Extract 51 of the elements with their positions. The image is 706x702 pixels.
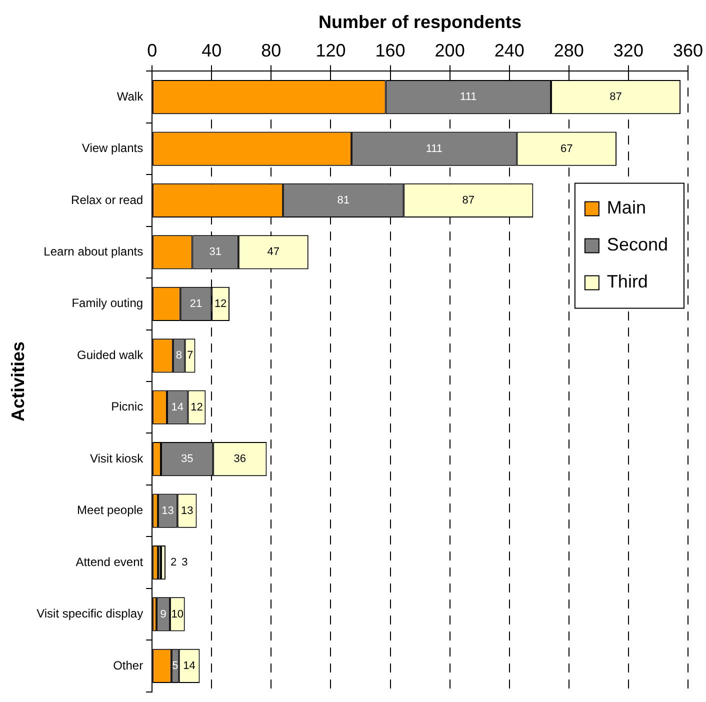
legend-label: Second	[606, 234, 668, 255]
data-label: 87	[462, 194, 475, 207]
x-tick-label: 0	[147, 40, 158, 60]
y-tick-label: Other	[113, 658, 144, 672]
data-label: 8	[176, 350, 182, 362]
x-tick-label: 80	[261, 40, 282, 60]
x-tick-label: 360	[672, 40, 704, 60]
data-label: 21	[190, 298, 202, 310]
x-tick-label: 160	[375, 40, 406, 60]
y-tick-label: Family outing	[72, 296, 144, 310]
data-label: 111	[460, 91, 477, 104]
x-axis-title: Number of respondents	[318, 12, 522, 32]
data-label: 87	[610, 91, 622, 104]
data-label: 9	[160, 608, 166, 620]
data-label: 111	[426, 142, 443, 155]
data-label: 14	[171, 401, 184, 414]
y-tick-label: Learn about plants	[44, 244, 144, 259]
y-tick-label: Guided walk	[77, 348, 144, 362]
data-label: 47	[267, 246, 280, 258]
data-label: 35	[180, 453, 194, 466]
data-label: 36	[234, 453, 246, 466]
x-tick-label: 120	[316, 40, 346, 60]
x-tick-label: 240	[494, 40, 524, 60]
y-tick-label: Meet people	[77, 503, 144, 518]
data-label: 67	[560, 142, 573, 155]
y-tick-label: Relax or read	[71, 192, 144, 207]
legend-label: Third	[606, 272, 648, 292]
x-tick-label: 200	[434, 40, 465, 60]
data-label: 2	[170, 556, 177, 569]
y-tick-label: Visit specific display	[36, 606, 144, 621]
data-label: 10	[171, 608, 184, 620]
y-tick-label: View plants	[82, 141, 144, 156]
x-tick-label: 280	[554, 40, 584, 60]
data-label: 5	[172, 660, 178, 672]
data-label: 31	[209, 246, 222, 258]
data-label: 12	[214, 298, 227, 310]
data-label: 14	[183, 660, 196, 672]
legend-label: Main	[606, 198, 646, 218]
y-tick-label: Picnic	[111, 400, 144, 414]
data-label: 7	[186, 350, 194, 362]
y-tick-label: Attend event	[76, 554, 144, 569]
data-label: 3	[182, 556, 188, 569]
x-tick-label: 320	[613, 40, 644, 60]
data-label: 13	[162, 504, 174, 517]
data-label: 12	[190, 401, 203, 414]
x-tick-label: 40	[202, 40, 222, 60]
y-axis-title: Activities	[8, 341, 28, 422]
data-label: 81	[337, 194, 350, 207]
y-tick-label: Walk	[116, 89, 144, 104]
data-label: 13	[180, 504, 194, 517]
y-tick-label: Visit kiosk	[90, 451, 144, 466]
